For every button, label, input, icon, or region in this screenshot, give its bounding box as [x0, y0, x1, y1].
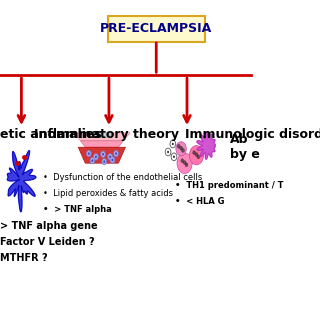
Polygon shape [197, 132, 215, 159]
Circle shape [86, 150, 91, 157]
Polygon shape [90, 133, 114, 138]
Circle shape [109, 156, 111, 158]
Circle shape [181, 159, 184, 163]
Circle shape [177, 144, 180, 148]
Text: •  Dysfunction of the endothelial cells: • Dysfunction of the endothelial cells [43, 173, 202, 182]
Circle shape [165, 148, 171, 156]
Text: •  TH1 predominant / T: • TH1 predominant / T [175, 181, 284, 190]
Circle shape [115, 152, 117, 155]
FancyBboxPatch shape [108, 16, 205, 42]
Circle shape [185, 163, 188, 167]
Circle shape [176, 142, 186, 156]
Text: Immunologic disord: Immunologic disord [185, 128, 320, 141]
Polygon shape [74, 133, 130, 141]
Text: etic anomalies: etic anomalies [0, 128, 102, 141]
Circle shape [102, 158, 107, 165]
Circle shape [183, 161, 186, 164]
Circle shape [170, 140, 176, 148]
Text: MTHFR ?: MTHFR ? [0, 253, 48, 263]
Circle shape [108, 154, 113, 160]
Text: •  < HLA G: • < HLA G [175, 197, 225, 206]
Circle shape [195, 153, 198, 156]
Circle shape [93, 154, 98, 160]
Circle shape [114, 150, 118, 157]
Polygon shape [81, 141, 123, 147]
Text: •  Lipid peroxides & fatty acids: • Lipid peroxides & fatty acids [43, 189, 173, 198]
Polygon shape [7, 150, 36, 212]
Text: PRE-ECLAMPSIA: PRE-ECLAMPSIA [100, 22, 212, 35]
Circle shape [189, 146, 204, 165]
Text: •  > TNF alpha: • > TNF alpha [43, 205, 111, 214]
Circle shape [112, 159, 113, 161]
Circle shape [180, 146, 182, 150]
Circle shape [181, 148, 184, 152]
Polygon shape [78, 147, 125, 163]
Circle shape [103, 160, 105, 163]
Circle shape [110, 157, 115, 163]
Text: Ab
by e: Ab by e [229, 133, 260, 161]
Circle shape [171, 153, 177, 161]
Circle shape [95, 156, 97, 158]
Circle shape [177, 153, 192, 173]
Circle shape [173, 156, 175, 158]
Text: Factor V Leiden ?: Factor V Leiden ? [0, 237, 95, 247]
Circle shape [92, 159, 93, 162]
Circle shape [172, 143, 174, 145]
Text: > TNF alpha gene: > TNF alpha gene [0, 221, 98, 231]
Circle shape [197, 155, 200, 159]
Circle shape [101, 151, 105, 157]
Circle shape [193, 151, 196, 155]
Text: Inflammatory theory: Inflammatory theory [34, 128, 179, 141]
Circle shape [88, 152, 90, 155]
Circle shape [167, 151, 169, 153]
Circle shape [90, 157, 95, 164]
Circle shape [102, 153, 104, 156]
